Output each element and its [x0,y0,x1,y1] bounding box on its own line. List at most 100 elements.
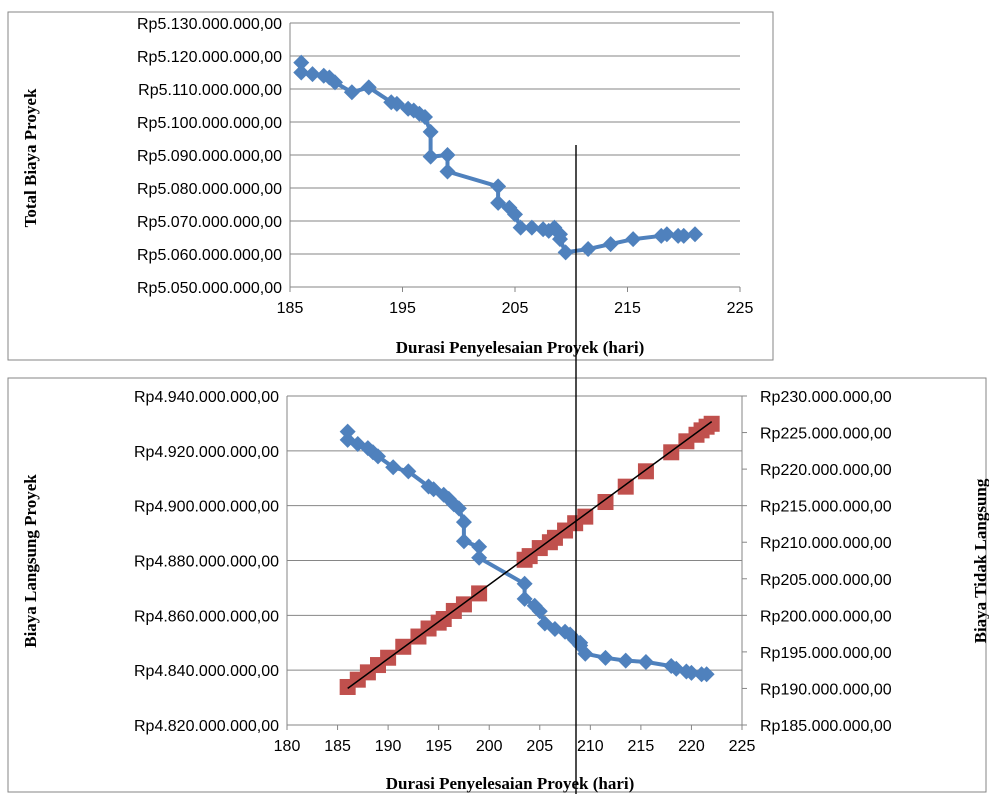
chart2-right-y-axis-title: Biaya Tidak Langsung [971,478,989,643]
x-tick-label: 195 [425,738,452,755]
chart2-right-y-tick-labels: Rp185.000.000,00 Rp190.000.000,00 Rp195.00… [760,389,892,735]
data-point-diamond [327,74,343,91]
data-point-diamond [370,448,386,465]
y-tick-label: Rp5.050.000.000,00 [137,280,282,297]
data-point-diamond [637,653,654,670]
data-point-diamond [471,538,488,555]
data-point-diamond [658,226,675,243]
y2-tick-label: Rp225.000.000,00 [760,426,892,443]
y2-tick-label: Rp200.000.000,00 [760,608,892,625]
y2-tick-label: Rp230.000.000,00 [760,389,892,406]
x-tick-label: 185 [324,738,351,755]
data-point-diamond [507,206,523,223]
data-point-diamond [516,575,533,592]
y-tick-label: Rp4.840.000.000,00 [134,663,279,680]
chart1-y-axis-title: Total Biaya Proyek [21,88,40,227]
data-point-diamond [577,645,594,662]
data-point-diamond [455,514,472,531]
x-tick-label: 215 [614,300,641,317]
y-tick-label: Rp5.110.000.000,00 [138,82,282,99]
chart1-y-tick-labels: Rp5.050.000.000,00 Rp5.060.000.000,00 Rp5.… [137,16,282,297]
data-point-square [577,508,594,525]
chart1-x-tick-labels: 185 195 205 215 225 [277,300,754,317]
data-point-square [617,478,634,495]
data-point-diamond [417,109,433,126]
x-tick-label: 220 [678,738,705,755]
y2-tick-label: Rp185.000.000,00 [760,718,892,735]
chart2-x-axis-title: Durasi Penyelesaian Proyek (hari) [386,774,635,793]
data-point-diamond [490,194,507,211]
data-point-diamond [455,533,472,550]
y-tick-label: Rp5.120.000.000,00 [137,49,282,66]
data-point-diamond [385,459,402,476]
y-tick-label: Rp5.070.000.000,00 [137,214,282,231]
x-tick-label: 205 [526,738,553,755]
y-tick-label: Rp4.860.000.000,00 [134,608,279,625]
y-tick-label: Rp5.060.000.000,00 [137,247,282,264]
data-point-diamond [683,664,700,681]
y2-tick-label: Rp210.000.000,00 [760,535,892,552]
x-tick-label: 190 [375,738,402,755]
data-point-diamond [625,231,642,248]
data-point-diamond [343,84,360,101]
x-tick-label: 195 [389,300,416,317]
data-point-diamond [597,649,614,666]
series-line-2 [347,420,713,690]
data-point-diamond [360,79,377,96]
data-point-diamond [293,64,310,81]
x-tick-label: 185 [277,300,304,317]
data-point-diamond [422,123,439,140]
chart2-series [339,415,720,695]
y-tick-label: Rp4.940.000.000,00 [134,389,279,406]
y-tick-label: Rp5.130.000.000,00 [137,16,282,33]
data-point-diamond [304,66,321,83]
data-point-diamond [557,244,574,261]
y-tick-label: Rp4.880.000.000,00 [134,554,279,571]
data-point-diamond [617,652,634,669]
data-point-diamond [400,463,417,480]
chart1-series [293,54,703,261]
data-point-diamond [450,500,467,517]
y-tick-label: Rp5.090.000.000,00 [137,148,282,165]
data-point-diamond [516,590,533,607]
y2-tick-label: Rp215.000.000,00 [760,499,892,516]
x-tick-label: 180 [274,738,301,755]
x-tick-label: 225 [727,300,754,317]
y2-tick-label: Rp195.000.000,00 [760,645,892,662]
data-point-diamond [471,549,488,566]
y-tick-label: Rp4.900.000.000,00 [134,499,279,516]
data-point-diamond [439,163,456,180]
chart2-left-y-tick-labels: Rp4.820.000.000,00 Rp4.840.000.000,00 Rp4.… [134,389,279,735]
data-point-square [703,415,720,432]
data-point-diamond [439,147,456,163]
chart1-frame [7,11,774,361]
y2-tick-label: Rp220.000.000,00 [760,462,892,479]
x-tick-label: 200 [476,738,503,755]
y2-tick-label: Rp190.000.000,00 [760,681,892,698]
data-point-diamond [293,54,310,71]
data-point-diamond [422,148,439,165]
x-tick-label: 205 [502,300,529,317]
data-point-diamond [580,241,597,258]
data-point-diamond [675,227,692,244]
data-point-diamond [339,423,356,440]
data-point-diamond [552,231,568,248]
chart2-frame [7,377,987,793]
data-point-diamond [531,603,548,620]
chart2-left-y-axis-title: Biaya Langsung Proyek [21,474,40,648]
data-point-square [597,494,614,511]
data-point-diamond [388,95,405,112]
y2-tick-label: Rp205.000.000,00 [760,572,892,589]
y-tick-label: Rp5.080.000.000,00 [137,181,282,198]
y-tick-label: Rp4.920.000.000,00 [134,444,279,461]
x-tick-label: 215 [628,738,655,755]
data-point-diamond [602,236,619,253]
chart1-x-axis-title: Durasi Penyelesaian Proyek (hari) [396,338,645,357]
x-tick-label: 210 [577,738,604,755]
data-point-diamond [490,178,507,195]
data-point-diamond [512,219,529,236]
data-point-diamond [523,219,540,236]
chart2-x-tick-labels: 180 185 190 195 200 205 210 215 220 225 [274,738,756,755]
y-tick-label: Rp4.820.000.000,00 [134,718,279,735]
